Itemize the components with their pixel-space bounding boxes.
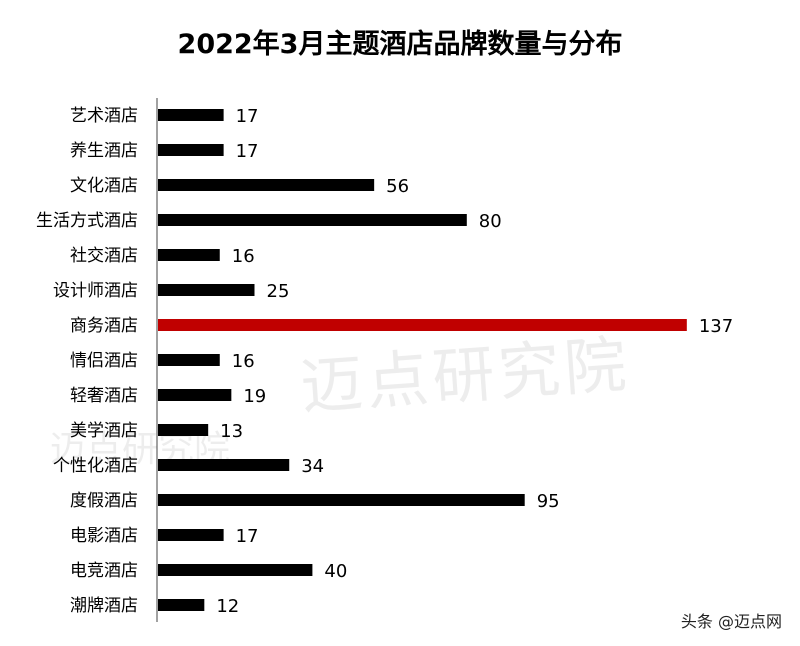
category-label: 轻奢酒店 [70, 386, 138, 406]
bar-美学酒店 [158, 424, 209, 436]
data-label: 80 [479, 211, 502, 232]
bar-情侣酒店 [158, 354, 220, 366]
bar-度假酒店 [158, 494, 525, 506]
data-label: 95 [537, 491, 560, 512]
category-label: 社交酒店 [70, 246, 138, 266]
category-label: 电竞酒店 [70, 561, 138, 581]
data-label: 56 [386, 176, 409, 197]
category-label: 个性化酒店 [53, 456, 138, 476]
data-label: 137 [699, 316, 733, 337]
data-label: 34 [301, 456, 324, 477]
category-label: 电影酒店 [70, 526, 138, 546]
bar-设计师酒店 [158, 284, 255, 296]
bar-艺术酒店 [158, 109, 224, 121]
bar-个性化酒店 [158, 459, 290, 471]
bar-养生酒店 [158, 144, 224, 156]
bar-文化酒店 [158, 179, 375, 191]
chart-title: 2022年3月主题酒店品牌数量与分布 [177, 29, 623, 60]
category-label: 设计师酒店 [53, 281, 138, 301]
data-label: 17 [236, 106, 259, 127]
data-label: 13 [220, 421, 243, 442]
category-label: 商务酒店 [70, 316, 138, 336]
data-label: 19 [243, 386, 266, 407]
data-label: 12 [216, 596, 239, 617]
bar-社交酒店 [158, 249, 220, 261]
bar-电竞酒店 [158, 564, 313, 576]
bar-轻奢酒店 [158, 389, 232, 401]
bar-生活方式酒店 [158, 214, 467, 226]
data-label: 17 [236, 141, 259, 162]
data-label: 16 [232, 351, 255, 372]
bar-电影酒店 [158, 529, 224, 541]
category-label: 情侣酒店 [70, 351, 138, 371]
bar-潮牌酒店 [158, 599, 205, 611]
data-label: 17 [236, 526, 259, 547]
bar-商务酒店 [158, 319, 687, 331]
category-label: 度假酒店 [70, 491, 138, 511]
category-label: 生活方式酒店 [36, 211, 138, 231]
data-label: 16 [232, 246, 255, 267]
category-label: 文化酒店 [70, 176, 138, 196]
footer-credit: 头条 @迈点网 [680, 612, 782, 631]
category-label: 美学酒店 [70, 421, 138, 441]
category-label: 潮牌酒店 [70, 596, 138, 616]
category-label: 艺术酒店 [70, 106, 138, 126]
data-label: 40 [324, 561, 347, 582]
data-label: 25 [267, 281, 290, 302]
category-label: 养生酒店 [70, 141, 138, 161]
